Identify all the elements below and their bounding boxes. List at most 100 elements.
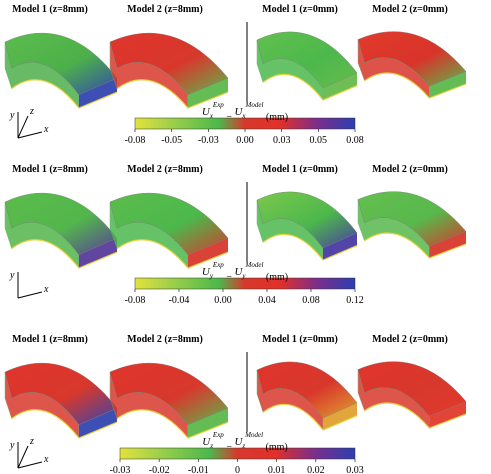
axis-arrow <box>17 461 43 469</box>
model-title: Model 2 (z=8mm) <box>127 164 203 175</box>
label-part: y <box>209 272 214 280</box>
axis-letter: x <box>43 284 49 295</box>
colorbar-tick-label: 0.03 <box>273 135 291 146</box>
colorbar-tick-label: 0.08 <box>302 295 320 306</box>
model-end-face <box>323 72 357 100</box>
model-end-face <box>78 238 117 268</box>
model-edge <box>262 403 358 431</box>
colorbar <box>134 277 356 290</box>
label-part: (mm) <box>263 442 288 453</box>
label-part: − <box>224 442 235 453</box>
model-edge <box>364 402 467 429</box>
model-title: Model 2 (z=8mm) <box>127 4 203 15</box>
colorbar-tick-label: -0.02 <box>149 465 170 474</box>
model-title: Model 2 (z=0mm) <box>372 334 448 345</box>
label-part: Exp <box>212 101 224 109</box>
label-part: U <box>202 436 211 448</box>
label-part: z <box>241 442 245 450</box>
label-part: − <box>224 112 235 123</box>
model-end-face <box>429 71 466 98</box>
model-end-face <box>78 408 117 438</box>
model-edge <box>11 239 118 269</box>
model-top <box>109 192 229 256</box>
model-title: Model 2 (z=8mm) <box>127 334 203 345</box>
model-edge <box>11 409 118 439</box>
model-top <box>357 191 467 247</box>
axis-arrow <box>17 115 29 139</box>
model-end-face <box>187 78 228 108</box>
model-top <box>109 362 229 426</box>
model-title: Model 1 (z=8mm) <box>12 334 88 345</box>
colorbar-tick-label: 0.00 <box>236 135 254 146</box>
axis-letter: y <box>9 110 15 121</box>
model-edge <box>116 409 229 439</box>
axis-letter: y <box>9 270 15 281</box>
label-part: − <box>224 272 235 283</box>
label-part: U <box>202 106 211 118</box>
label-part: (mm) <box>263 112 288 123</box>
colorbar-tick-label: -0.08 <box>125 295 146 306</box>
colorbar-tick-label: 0 <box>235 465 240 474</box>
model-edge <box>364 72 467 99</box>
label-part: (mm) <box>263 272 288 283</box>
colorbar-tick-label: 0.08 <box>346 135 364 146</box>
model-top <box>357 31 467 87</box>
axis-arrow <box>17 445 29 469</box>
colorbar-tick-label: 0.04 <box>258 295 276 306</box>
colorbar-label: Uy Exp − Uy Model (mm) <box>202 261 288 283</box>
model-title: Model 1 (z=0mm) <box>262 164 338 175</box>
model-title: Model 1 (z=8mm) <box>12 164 88 175</box>
model-top <box>357 361 467 417</box>
model-title: Model 1 (z=0mm) <box>262 334 338 345</box>
model-end-face <box>429 401 466 428</box>
model-end-face <box>78 78 117 108</box>
label-part: Model <box>245 261 264 269</box>
model-end-face <box>187 238 228 268</box>
model-edge <box>11 79 118 109</box>
axis-letter: x <box>43 454 49 465</box>
model-edge <box>262 233 358 261</box>
label-part: Exp <box>212 431 224 439</box>
model-end-face <box>323 402 357 430</box>
colorbar-tick-label: 0.00 <box>214 295 232 306</box>
label-part: y <box>241 272 246 280</box>
colorbar-tick-label: -0.03 <box>198 135 219 146</box>
label-part: U <box>234 266 243 278</box>
label-part: U <box>234 436 243 448</box>
colorbar-label: Uz Exp − Uz Model (mm) <box>202 431 288 453</box>
colorbar <box>119 447 356 460</box>
label-part: x <box>209 112 214 120</box>
model-edge <box>116 239 229 269</box>
label-part: Exp <box>212 261 224 269</box>
axis-arrow <box>17 291 43 299</box>
axis-letter: y <box>9 440 15 451</box>
model-top <box>256 31 358 89</box>
colorbar-tick-label: 0.03 <box>346 465 364 474</box>
model-top <box>256 361 358 419</box>
label-part: x <box>241 112 246 120</box>
label-part: U <box>202 266 211 278</box>
model-end-face <box>187 408 228 438</box>
model-edge <box>364 232 467 259</box>
axis-arrow <box>17 131 43 139</box>
model-title: Model 2 (z=0mm) <box>372 4 448 15</box>
colorbar-tick-label: -0.03 <box>110 465 131 474</box>
model-end-face <box>429 231 466 258</box>
model-top <box>109 32 229 96</box>
model-edge <box>116 79 229 109</box>
label-part: U <box>234 106 243 118</box>
model-edge <box>262 73 358 101</box>
model-end-face <box>323 232 357 260</box>
label-part: Model <box>244 431 263 439</box>
colorbar-tick-label: 0.05 <box>310 135 328 146</box>
model-top <box>256 191 358 249</box>
colorbar-tick-label: 0.02 <box>307 465 325 474</box>
colorbar-label: Ux Exp − Ux Model (mm) <box>202 101 288 123</box>
colorbar-tick-label: 0.12 <box>346 295 364 306</box>
colorbar-tick-label: -0.01 <box>188 465 209 474</box>
label-part: z <box>209 442 213 450</box>
axis-letter: x <box>43 124 49 135</box>
colorbar-tick-label: -0.08 <box>125 135 146 146</box>
colorbar-tick-label: 0.01 <box>268 465 286 474</box>
